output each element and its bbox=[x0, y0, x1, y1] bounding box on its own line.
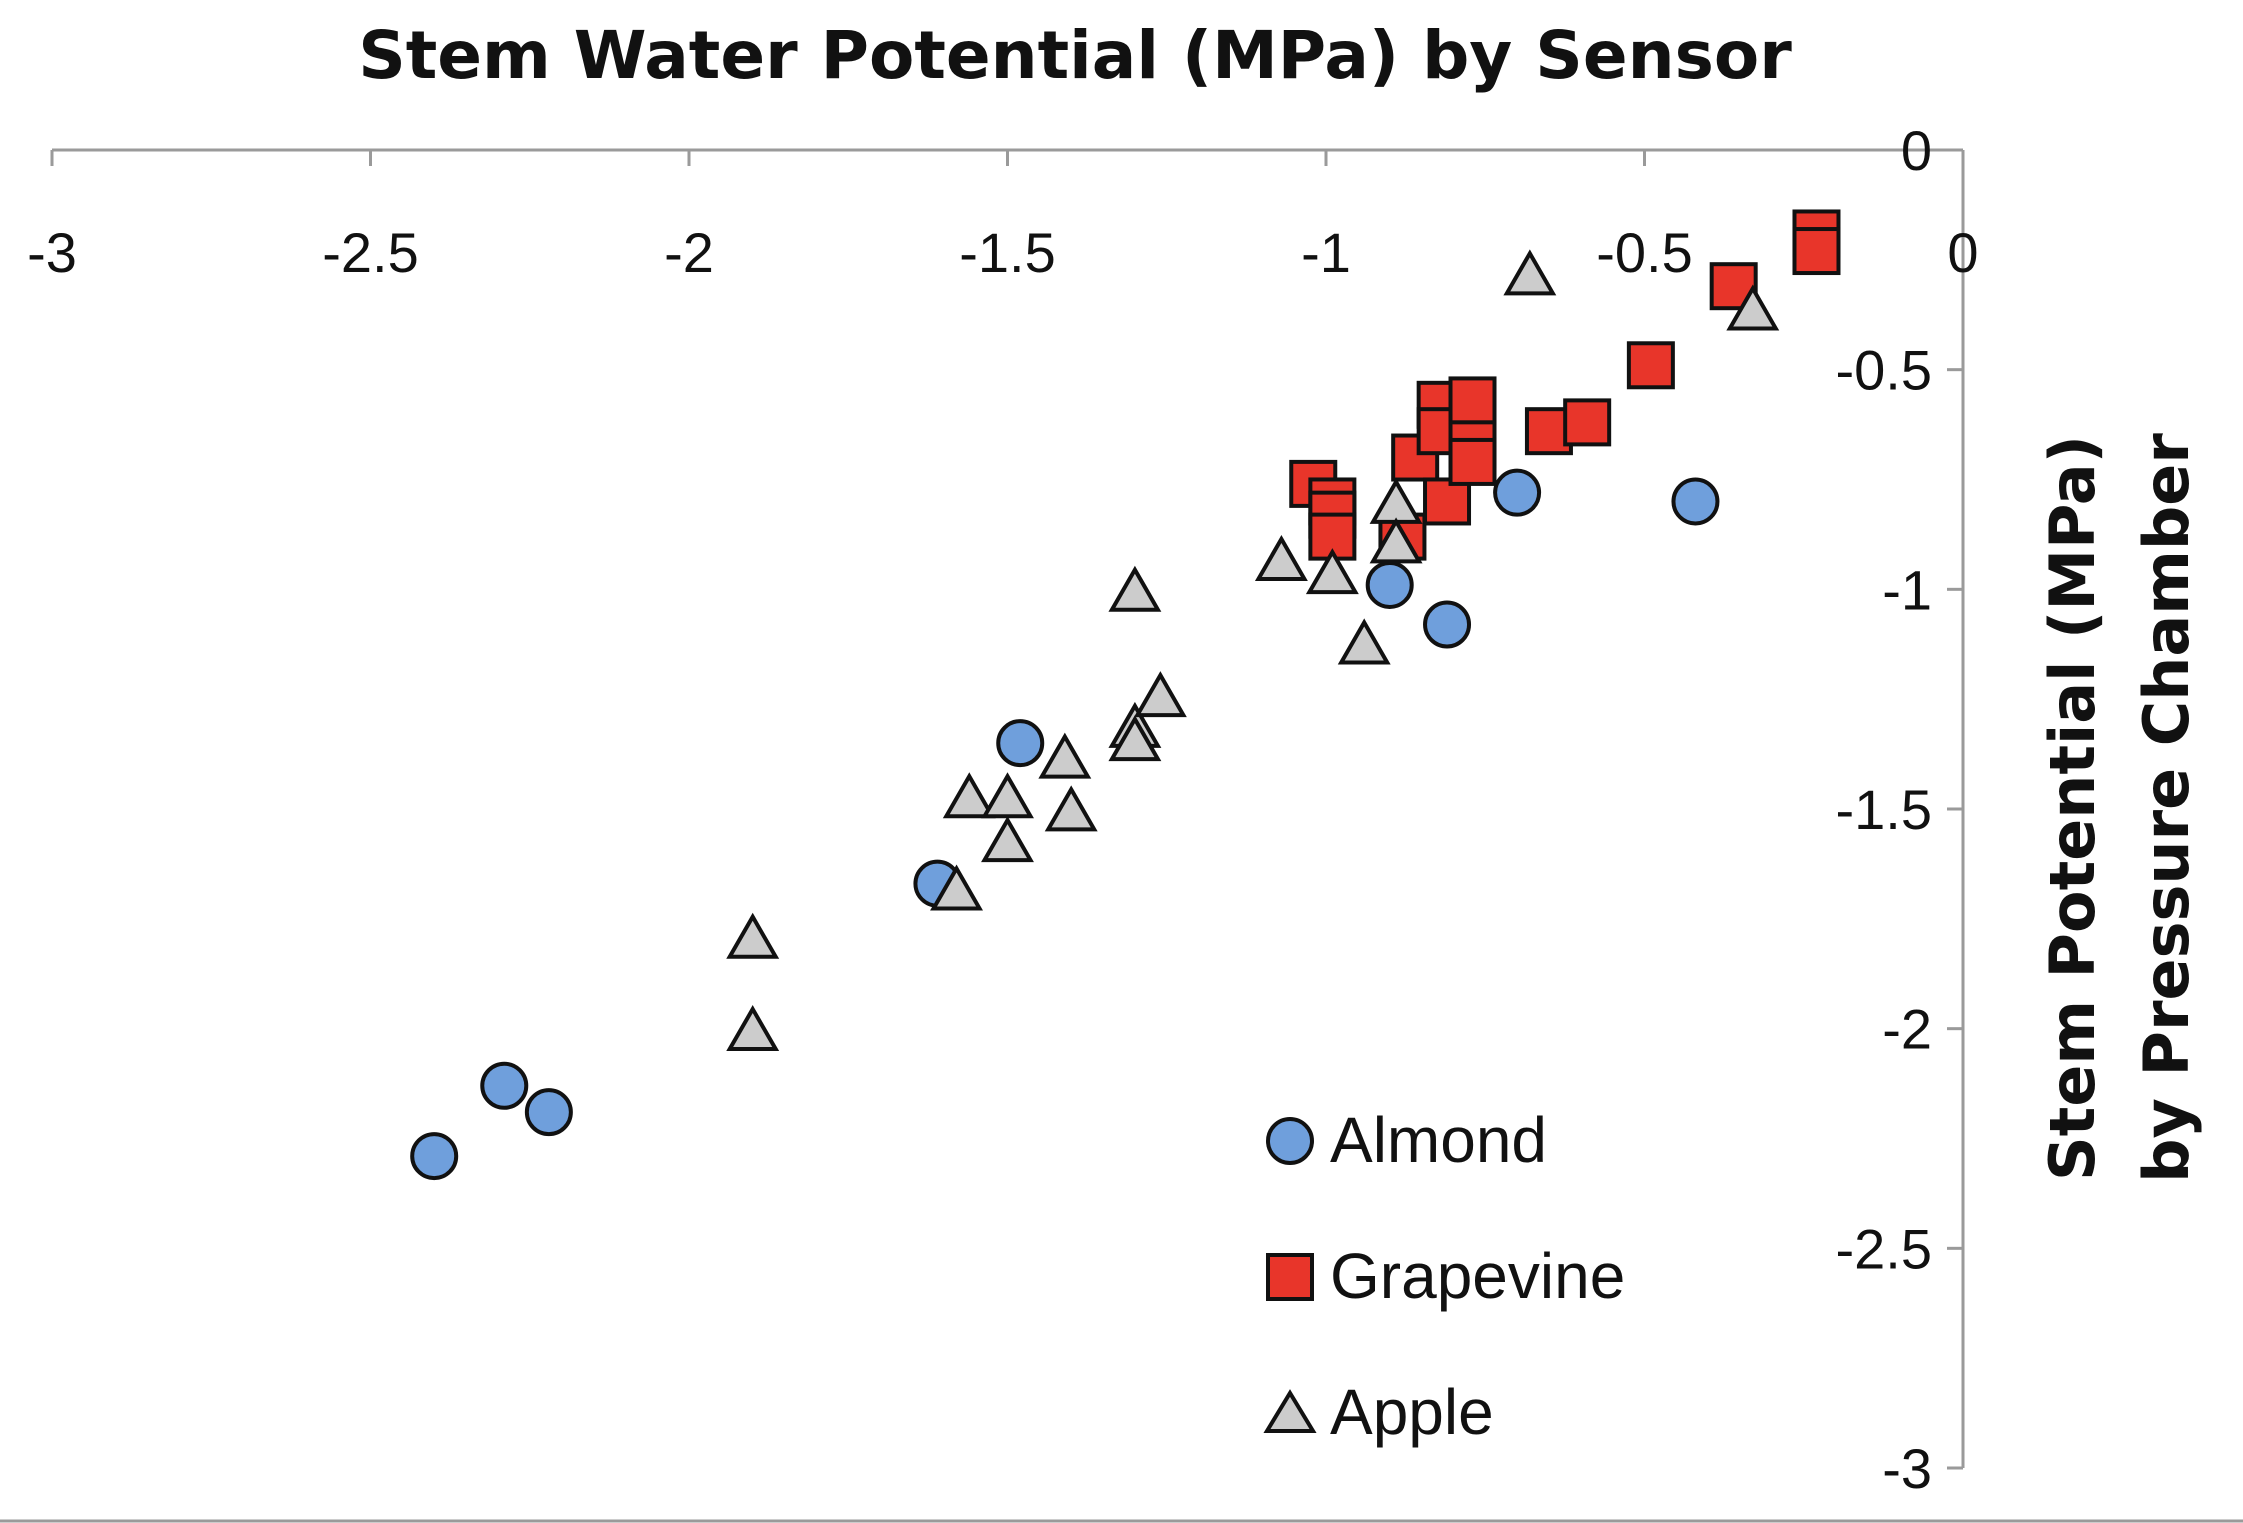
legend-item-almond: Almond bbox=[1266, 1104, 1547, 1176]
legend-apple-label: Apple bbox=[1330, 1376, 1494, 1448]
apple-point bbox=[726, 912, 780, 959]
legend-almond-marker bbox=[1266, 1117, 1314, 1165]
grapevine-point bbox=[1563, 398, 1612, 447]
grapevine-point bbox=[1626, 341, 1675, 390]
legend-apple-marker bbox=[1263, 1389, 1317, 1433]
x-tick-label: -2 bbox=[664, 221, 714, 284]
apple-point bbox=[1337, 618, 1391, 665]
apple-point bbox=[1038, 732, 1092, 779]
legend-item-grapevine: Grapevine bbox=[1266, 1240, 1625, 1312]
apple-point bbox=[942, 772, 996, 819]
apple-point bbox=[1503, 249, 1557, 296]
almond-point bbox=[524, 1088, 573, 1137]
y-tick-label: 0 bbox=[1901, 119, 1932, 182]
apple-point bbox=[726, 1005, 780, 1052]
legend-item-apple: Apple bbox=[1263, 1376, 1494, 1448]
almond-point bbox=[1365, 560, 1414, 609]
x-tick-label: -3 bbox=[27, 221, 77, 284]
x-axis-ticks: -3 -2.5 -2 -1.5 -1 -0.5 0 bbox=[27, 150, 1979, 284]
grapevine-point bbox=[1448, 376, 1497, 425]
legend-grapevine-marker bbox=[1266, 1253, 1314, 1301]
apple-point bbox=[1044, 785, 1098, 832]
y-tick-label: -2.5 bbox=[1836, 1217, 1933, 1280]
apple-point bbox=[930, 864, 983, 911]
x-tick-label: -1.5 bbox=[959, 221, 1056, 284]
apple-point bbox=[1369, 517, 1423, 564]
legend: Almond Grapevine Apple bbox=[1263, 1104, 1625, 1448]
y-tick-label: -1.5 bbox=[1836, 778, 1933, 841]
apple-point bbox=[1369, 477, 1423, 524]
almond-point bbox=[480, 1061, 529, 1110]
apple-point bbox=[981, 772, 1034, 819]
almond-point bbox=[410, 1132, 459, 1181]
apple-point bbox=[1108, 565, 1162, 612]
y-tick-label: -0.5 bbox=[1836, 339, 1933, 402]
apple-point bbox=[1133, 671, 1187, 718]
chart-title: Stem Water Potential (MPa) by Sensor bbox=[358, 17, 1792, 94]
y-axis-label: Stem Potential (MPa) by Pressure Chamber bbox=[2036, 433, 2203, 1183]
x-tick-label: -1 bbox=[1301, 221, 1351, 284]
grapevine-point bbox=[1792, 227, 1841, 276]
almond-point bbox=[996, 719, 1045, 768]
y-axis-label-line-2: by Pressure Chamber bbox=[2130, 433, 2203, 1183]
y-tick-label: -1 bbox=[1882, 558, 1932, 621]
almond-point bbox=[1423, 600, 1472, 649]
y-axis-label-line-1: Stem Potential (MPa) bbox=[2036, 435, 2109, 1181]
apple-point bbox=[1305, 548, 1359, 595]
grapevine-point bbox=[1448, 437, 1497, 486]
apple-point bbox=[1726, 284, 1780, 331]
data-points bbox=[410, 209, 1841, 1181]
apple-point bbox=[981, 816, 1034, 863]
y-tick-label: -2 bbox=[1882, 998, 1932, 1061]
apple-point bbox=[1108, 715, 1162, 762]
y-axis-ticks: 0 -0.5 -1 -1.5 -2 -2.5 -3 bbox=[1836, 119, 1963, 1500]
x-tick-label: -2.5 bbox=[322, 221, 419, 284]
x-tick-label: -0.5 bbox=[1596, 221, 1693, 284]
y-tick-label: -3 bbox=[1882, 1437, 1932, 1500]
x-tick-label: 0 bbox=[1947, 221, 1978, 284]
legend-almond-label: Almond bbox=[1330, 1104, 1547, 1176]
apple-point bbox=[1254, 534, 1308, 581]
almond-point bbox=[1671, 477, 1720, 526]
grapevine-point bbox=[1423, 477, 1472, 526]
legend-grapevine-label: Grapevine bbox=[1330, 1240, 1625, 1312]
almond-point bbox=[1493, 468, 1542, 517]
